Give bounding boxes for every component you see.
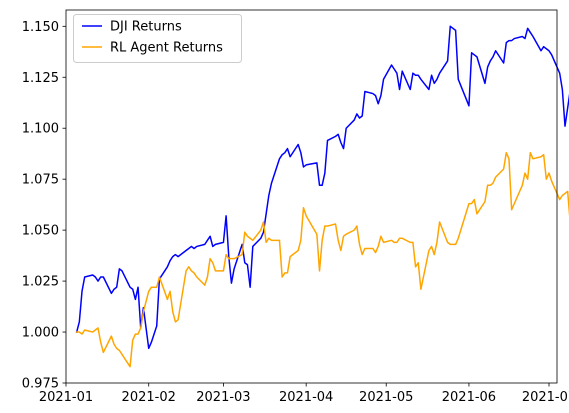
x-tick-label: 2021-07 (522, 390, 569, 405)
series-line-dji-returns (75, 25, 569, 350)
x-tick-label: 2021-06 (442, 390, 496, 405)
y-tick-label: 1.075 (22, 173, 59, 188)
y-tick-label: 1.050 (22, 224, 59, 239)
series-line-rl-agent-returns (75, 151, 569, 368)
legend-box (73, 14, 242, 63)
x-tick-label: 2021-04 (279, 390, 333, 405)
x-tick-label: 2021-03 (196, 390, 250, 405)
y-tick-label: 1.025 (22, 275, 59, 290)
x-tick-label: 2021-02 (122, 390, 176, 405)
axes-frame (65, 9, 558, 384)
y-tick-label: 1.100 (22, 122, 59, 137)
y-tick-label: 0.975 (22, 377, 59, 392)
series-layer (75, 25, 569, 368)
y-tick-label: 1.125 (22, 71, 59, 86)
legend-label: RL Agent Returns (110, 41, 223, 56)
y-tick-label: 1.150 (22, 20, 59, 35)
legend-label: DJI Returns (110, 20, 182, 35)
axes-layer: 0.975 1.000 1.025 1.050 1.075 1.100 1.125 1.150… (22, 9, 569, 405)
x-tick-label: 2021-01 (39, 390, 93, 405)
legend: DJI Returns RL Agent Returns (73, 14, 242, 63)
y-tick-label: 1.000 (22, 326, 59, 341)
x-tick-label: 2021-05 (359, 390, 413, 405)
